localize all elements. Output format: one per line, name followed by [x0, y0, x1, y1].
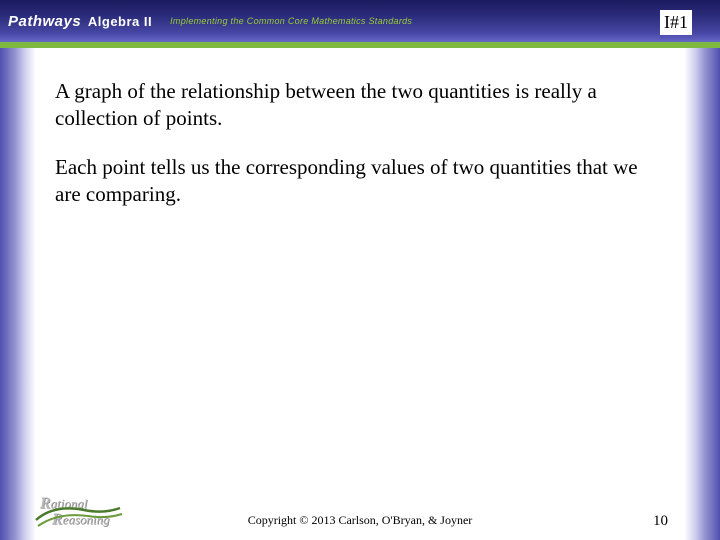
content-wrapper: A graph of the relationship between the … [0, 48, 720, 540]
slide-header: Pathways Algebra II Implementing the Com… [0, 0, 720, 42]
slide-content: A graph of the relationship between the … [0, 48, 720, 240]
title-suffix: Algebra II [88, 14, 152, 29]
slide-footer: Rational Reasoning Copyright © 2013 Carl… [0, 496, 720, 532]
page-number: 10 [653, 513, 668, 530]
copyright-text: Copyright © 2013 Carlson, O'Bryan, & Joy… [248, 513, 473, 528]
brand-logo: Rational Reasoning [40, 496, 140, 532]
title-main: Pathways [8, 13, 81, 30]
header-title: Pathways Algebra II [8, 13, 152, 30]
header-subtitle: Implementing the Common Core Mathematics… [170, 16, 412, 26]
paragraph-1: A graph of the relationship between the … [55, 78, 660, 132]
logo-swoosh-icon [34, 502, 124, 536]
paragraph-2: Each point tells us the corresponding va… [55, 154, 660, 208]
header-tag: I#1 [660, 10, 692, 35]
